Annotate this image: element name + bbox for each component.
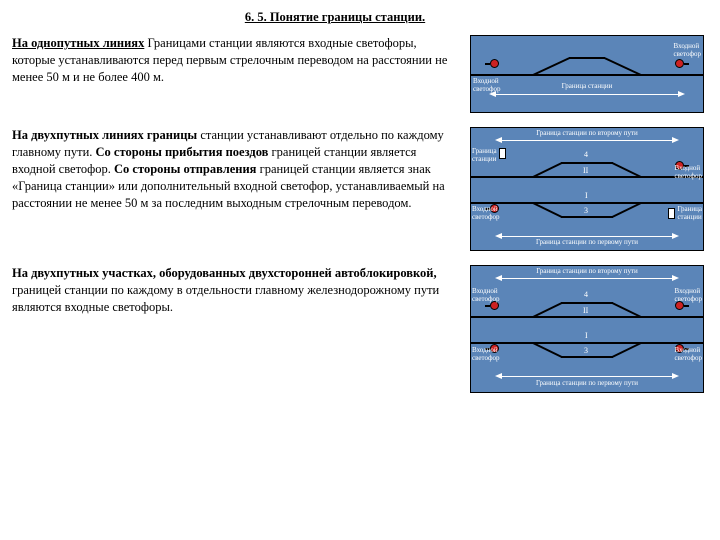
section-3: На двухпутных участках, оборудованных дв… [12,265,708,393]
num-I: I [585,191,588,200]
label-left-top: Входной светофор [472,287,499,303]
num-II: II [583,306,588,315]
label-right-bot: Входной светофор [675,346,702,362]
page-title: 6. 5. Понятие границы станции. [0,10,708,25]
border-sign-icon [668,208,675,219]
num-I: I [585,331,588,340]
para-2: На двухпутных линиях границы станции уст… [12,127,470,211]
num-3: 3 [584,346,588,355]
border-sign-icon [499,148,506,159]
fig3-top-caption: Граница станции по второму пути [536,267,638,275]
label-left-bot: Входной светофор [472,205,499,221]
signal-right-icon [675,60,689,67]
num-4: 4 [584,150,588,159]
label-right-top: Входной светофор [675,287,702,303]
fig1-caption: Граница станции [562,82,613,90]
figure-double-track-ab: Граница станции по второму пути 4 II I 3… [470,265,704,393]
label-right: Входной светофор [674,42,701,58]
label-left: Входной светофор [473,77,500,93]
num-3: 3 [584,206,588,215]
label-left-top: Граница станции [472,147,497,163]
section-1: На однопутных линиях Границами станции я… [12,35,708,113]
para-1: На однопутных линиях Границами станции я… [12,35,470,86]
num-II: II [583,166,588,175]
signal-icon [675,302,689,309]
section-2: На двухпутных линиях границы станции уст… [12,127,708,251]
label-right-bot: Граница станции [677,205,702,221]
num-4: 4 [584,290,588,299]
figure-double-track: Граница станции по второму пути 4 II I 3… [470,127,704,251]
para-3: На двухпутных участках, оборудованных дв… [12,265,470,316]
fig2-bottom-caption: Граница станции по первому пути [536,238,638,246]
label-right-top: Входной светофор [675,164,702,180]
fig2-top-caption: Граница станции по второму пути [536,129,638,137]
figure-single-track: Входной светофор Входной светофор Границ… [470,35,704,113]
fig3-bottom-caption: Граница станции по первому пути [536,379,638,387]
signal-left-icon [485,60,499,67]
label-left-bot: Входной светофор [472,346,499,362]
signal-icon [485,302,499,309]
